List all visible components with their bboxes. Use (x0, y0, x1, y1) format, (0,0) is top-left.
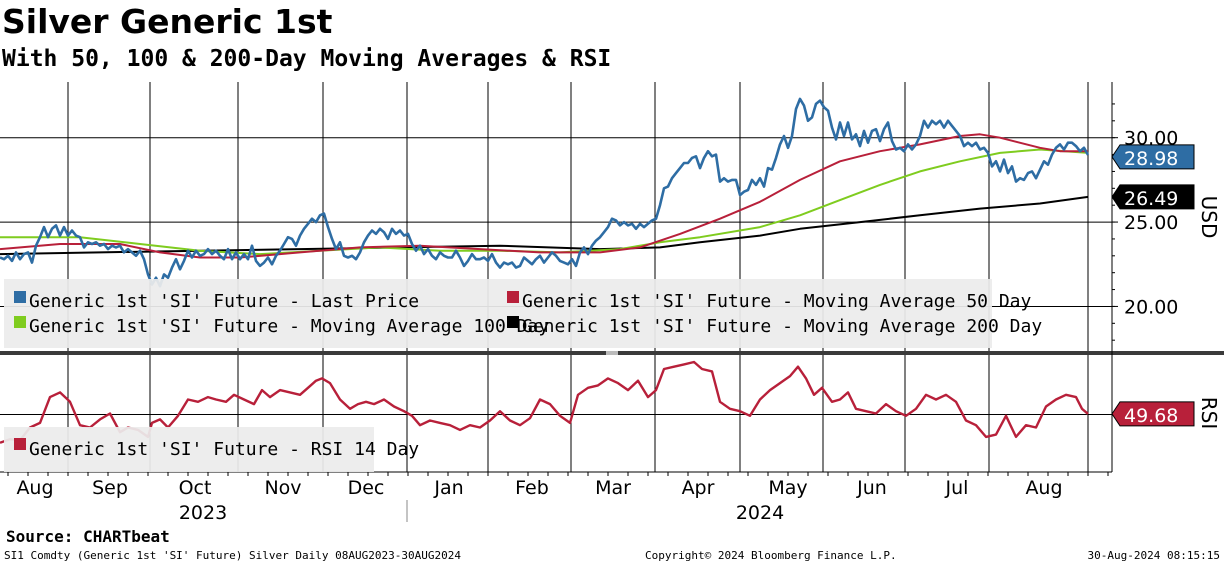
x-month-label: Feb (515, 477, 549, 499)
ma50-legend-label: Generic 1st 'SI' Future - Moving Average… (522, 291, 1031, 312)
y-axis-title: USD (1197, 196, 1221, 239)
x-month-label: Nov (264, 477, 301, 499)
y-tick-label: 25.00 (1124, 212, 1178, 234)
rsi-axis-title: RSI (1197, 397, 1221, 430)
chart-subtitle: With 50, 100 & 200-Day Moving Averages &… (2, 46, 612, 72)
ma50-legend-swatch (507, 291, 519, 303)
x-axis: Aug Sep Oct Nov Dec Jan Feb Mar Apr May Jun Jul Aug 2… (7, 472, 1109, 524)
y-tick-label: 20.00 (1124, 296, 1178, 318)
y-tick-label: 30.00 (1124, 128, 1178, 150)
legend-main: Generic 1st 'SI' Future - Last Price Gene… (4, 279, 1042, 348)
rsi-legend-swatch (14, 438, 26, 450)
last-legend-label: Generic 1st 'SI' Future - Last Price (29, 291, 419, 312)
price-series-group (0, 97, 1090, 288)
x-month-label: Jul (945, 477, 969, 499)
footer-copyright: Copyright© 2024 Bloomberg Finance L.P. (645, 549, 897, 562)
x-month-label: Oct (179, 477, 212, 499)
x-month-label: Mar (595, 477, 631, 499)
rsi-series-group (0, 360, 1089, 444)
x-year-label: 2024 (736, 502, 784, 524)
svg-text:49.68: 49.68 (1124, 405, 1178, 427)
chart-title: Silver Generic 1st (2, 2, 333, 41)
x-month-label: Sep (92, 477, 128, 499)
x-month-label: Dec (348, 477, 385, 499)
x-month-label: Jan (433, 477, 463, 499)
ma100-legend-label: Generic 1st 'SI' Future - Moving Average… (29, 316, 549, 337)
rsi-tag: 49.68 (1111, 401, 1195, 427)
ma200-legend-swatch (507, 316, 519, 328)
legend-box (4, 279, 992, 348)
rsi-legend-box (4, 427, 374, 472)
x-month-label: May (768, 477, 807, 499)
x-month-label: Aug (1025, 477, 1062, 499)
last-legend-swatch (14, 291, 26, 303)
rsi-line (0, 360, 1089, 444)
ma200-tag: 26.49 (1111, 184, 1195, 210)
legend-rsi: Generic 1st 'SI' Future - RSI 14 Day (4, 427, 419, 472)
ma50-line (0, 133, 1088, 259)
x-month-label: Jun (856, 477, 887, 499)
grid (0, 82, 1224, 473)
svg-text:28.98: 28.98 (1124, 148, 1178, 170)
x-month-label: Apr (682, 477, 715, 499)
svg-text:26.49: 26.49 (1124, 188, 1178, 210)
x-year-label: 2023 (179, 502, 227, 524)
ma100-legend-swatch (14, 316, 26, 328)
footer-timestamp: 30-Aug-2024 08:15:15 (1087, 549, 1220, 562)
footer-left: SI1 Comdty (Generic 1st 'SI' Future) Sil… (4, 549, 461, 562)
last-price-line (0, 97, 1090, 288)
rsi-legend-label: Generic 1st 'SI' Future - RSI 14 Day (29, 439, 419, 460)
last-price-tag: 28.98 (1111, 144, 1195, 170)
source-note: Source: CHARTbeat (6, 527, 170, 546)
x-month-label: Aug (16, 477, 53, 499)
separator-handle (606, 351, 618, 355)
ma200-legend-label: Generic 1st 'SI' Future - Moving Average… (522, 316, 1042, 337)
